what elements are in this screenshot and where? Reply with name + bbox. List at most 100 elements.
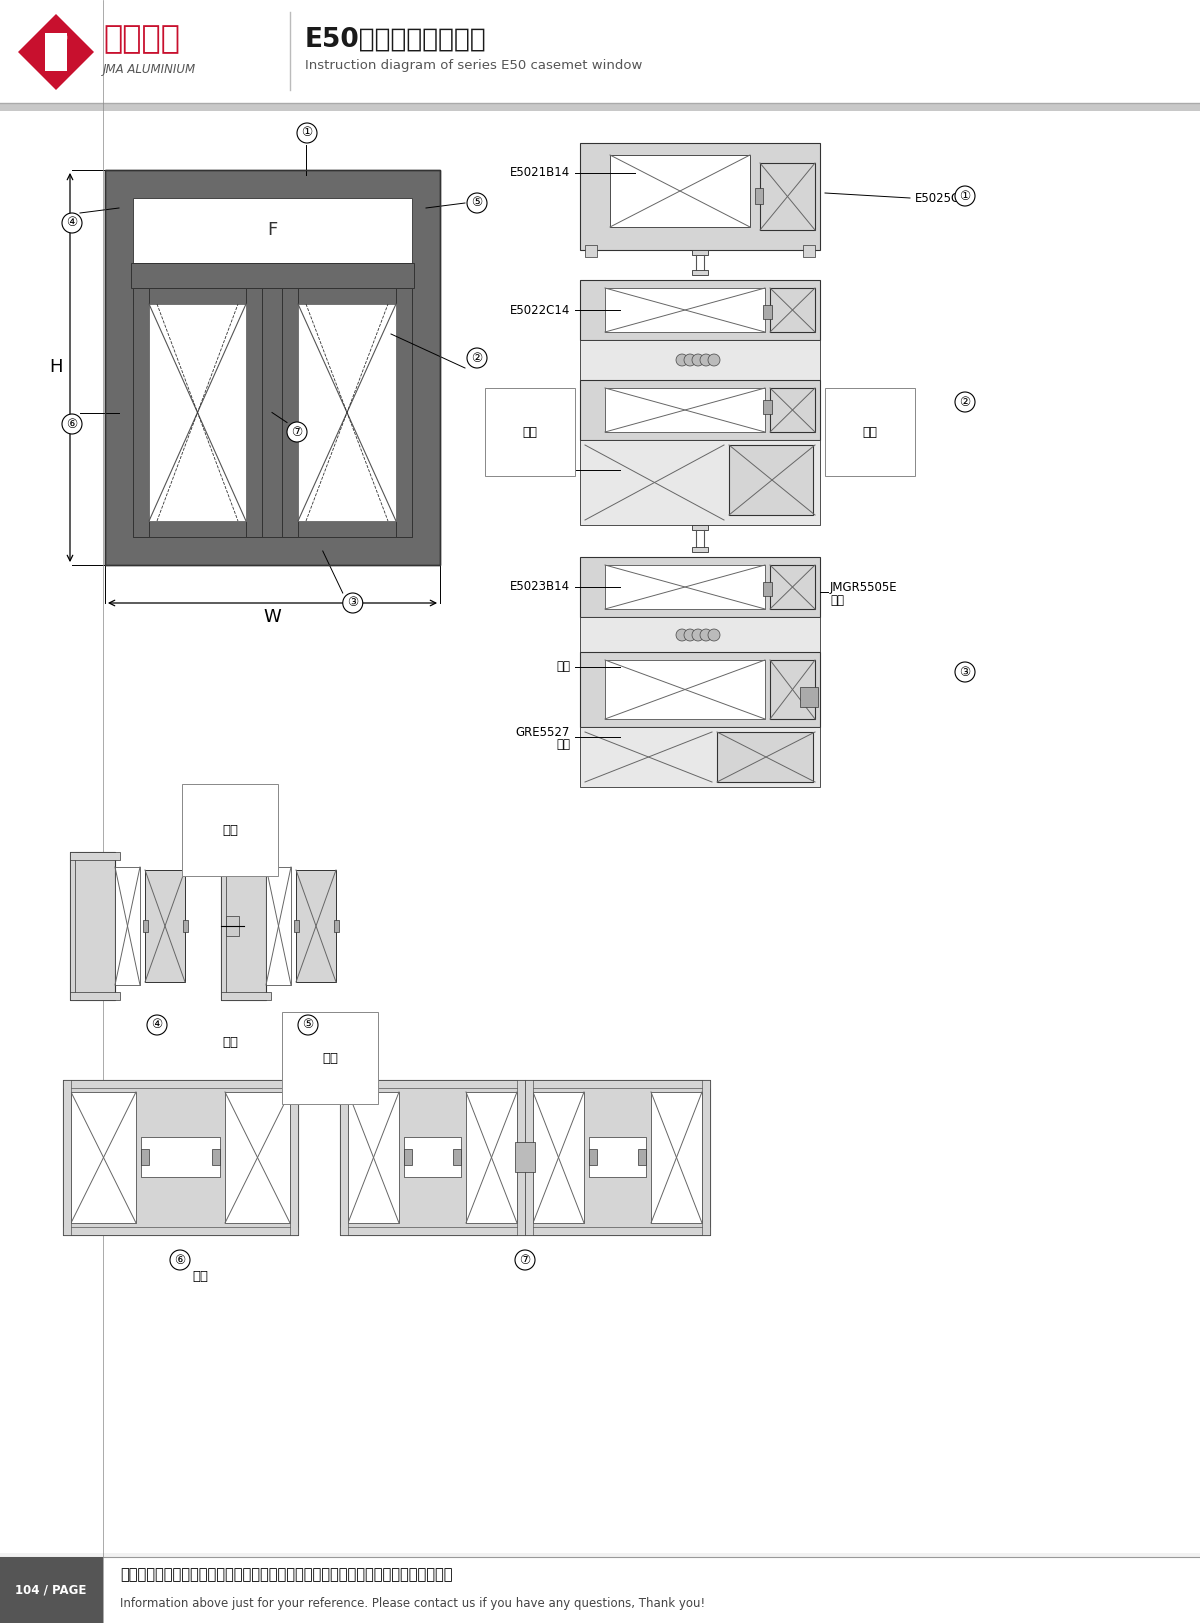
Circle shape bbox=[676, 354, 688, 367]
Bar bbox=[763, 399, 772, 414]
Bar bbox=[533, 1092, 584, 1224]
Bar bbox=[692, 547, 708, 552]
Circle shape bbox=[515, 1250, 535, 1271]
Bar bbox=[246, 287, 262, 537]
Bar bbox=[526, 1079, 533, 1235]
Bar bbox=[143, 920, 148, 932]
Text: ⑤: ⑤ bbox=[302, 1019, 313, 1032]
Bar bbox=[296, 870, 336, 982]
Bar bbox=[586, 245, 598, 256]
Bar bbox=[64, 1079, 71, 1235]
Bar bbox=[580, 440, 820, 524]
Bar bbox=[692, 269, 708, 274]
Circle shape bbox=[684, 630, 696, 641]
Text: JMA ALUMINIUM: JMA ALUMINIUM bbox=[103, 63, 196, 76]
Text: ②: ② bbox=[959, 396, 971, 409]
Bar bbox=[290, 1079, 298, 1235]
Bar bbox=[580, 727, 820, 787]
Bar bbox=[182, 920, 188, 932]
Bar bbox=[770, 565, 815, 609]
Circle shape bbox=[692, 354, 704, 367]
Circle shape bbox=[684, 354, 696, 367]
Bar bbox=[605, 287, 766, 333]
Bar bbox=[800, 687, 818, 708]
Bar bbox=[262, 287, 282, 537]
Bar bbox=[0, 1556, 1200, 1623]
Bar bbox=[466, 1092, 517, 1224]
Bar bbox=[298, 304, 396, 521]
Text: ③: ③ bbox=[347, 597, 359, 610]
Text: 窗撑: 窗撑 bbox=[556, 661, 570, 674]
Polygon shape bbox=[18, 15, 94, 89]
Bar bbox=[212, 1149, 220, 1165]
Bar bbox=[515, 1143, 535, 1172]
Circle shape bbox=[298, 1014, 318, 1035]
Bar bbox=[221, 992, 271, 1000]
Text: E50系列平开窗结构图: E50系列平开窗结构图 bbox=[305, 28, 487, 54]
Bar bbox=[580, 281, 820, 339]
Text: ①: ① bbox=[959, 190, 971, 203]
Circle shape bbox=[708, 630, 720, 641]
Text: H: H bbox=[49, 359, 62, 377]
Bar bbox=[106, 170, 440, 565]
Bar bbox=[115, 867, 140, 985]
Text: ③: ③ bbox=[959, 665, 971, 678]
Text: ⑦: ⑦ bbox=[292, 425, 302, 438]
Text: PC502410: PC502410 bbox=[510, 464, 570, 477]
Text: ②: ② bbox=[472, 352, 482, 365]
Circle shape bbox=[170, 1250, 190, 1271]
Text: F: F bbox=[266, 221, 277, 239]
Bar bbox=[404, 1149, 412, 1165]
Text: 角码: 角码 bbox=[556, 738, 570, 751]
Bar bbox=[145, 870, 185, 982]
Text: 角码: 角码 bbox=[830, 594, 844, 607]
Text: 坚美铝业: 坚美铝业 bbox=[103, 24, 180, 55]
Bar bbox=[755, 188, 763, 204]
Circle shape bbox=[955, 662, 974, 682]
Circle shape bbox=[148, 1014, 167, 1035]
Circle shape bbox=[467, 193, 487, 213]
Bar bbox=[340, 1079, 526, 1087]
Bar bbox=[221, 852, 266, 1000]
Bar bbox=[282, 287, 412, 304]
Bar bbox=[763, 583, 772, 596]
Bar bbox=[221, 852, 226, 1000]
Bar bbox=[770, 388, 815, 432]
Bar bbox=[64, 1079, 298, 1087]
Bar bbox=[133, 198, 412, 263]
Bar bbox=[605, 661, 766, 719]
Bar bbox=[226, 915, 239, 936]
Bar bbox=[692, 250, 708, 255]
Circle shape bbox=[708, 354, 720, 367]
Bar bbox=[702, 1079, 710, 1235]
Bar bbox=[605, 565, 766, 609]
Text: E5022C14: E5022C14 bbox=[510, 304, 570, 316]
Bar bbox=[340, 1079, 348, 1235]
Text: Information above just for your reference. Please contact us if you have any que: Information above just for your referenc… bbox=[120, 1597, 706, 1610]
Bar bbox=[0, 1556, 103, 1623]
Circle shape bbox=[700, 354, 712, 367]
Circle shape bbox=[700, 630, 712, 641]
Circle shape bbox=[955, 393, 974, 412]
Circle shape bbox=[62, 414, 82, 433]
Bar bbox=[396, 287, 412, 537]
Text: ④: ④ bbox=[151, 1019, 163, 1032]
Text: ④: ④ bbox=[66, 216, 78, 229]
Bar bbox=[692, 524, 708, 531]
Bar bbox=[294, 920, 299, 932]
Bar bbox=[0, 0, 1200, 102]
Bar bbox=[580, 339, 820, 380]
Text: 室外: 室外 bbox=[222, 1035, 238, 1048]
Bar bbox=[142, 1138, 220, 1177]
Bar bbox=[149, 304, 246, 521]
Bar bbox=[770, 287, 815, 333]
Text: E5021B14: E5021B14 bbox=[510, 167, 570, 180]
Bar bbox=[404, 1138, 461, 1177]
Text: 室外: 室外 bbox=[863, 425, 877, 438]
Text: Instruction diagram of series E50 casemet window: Instruction diagram of series E50 caseme… bbox=[305, 60, 642, 73]
Circle shape bbox=[343, 592, 362, 613]
Bar bbox=[730, 445, 814, 514]
Bar bbox=[770, 661, 815, 719]
Bar bbox=[763, 305, 772, 320]
Bar bbox=[0, 102, 1200, 110]
